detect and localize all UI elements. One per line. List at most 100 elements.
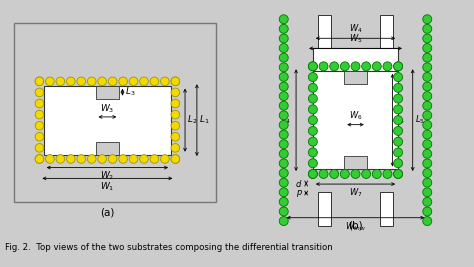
Circle shape <box>372 170 381 178</box>
Circle shape <box>35 155 44 163</box>
Circle shape <box>171 77 180 86</box>
Circle shape <box>351 62 360 71</box>
Circle shape <box>423 24 432 33</box>
Circle shape <box>309 127 318 135</box>
Circle shape <box>279 217 288 226</box>
Circle shape <box>171 99 180 108</box>
Circle shape <box>383 170 392 178</box>
Circle shape <box>423 63 432 72</box>
Bar <box>96 86 119 99</box>
Circle shape <box>279 207 288 216</box>
Circle shape <box>423 149 432 158</box>
Circle shape <box>423 130 432 139</box>
Circle shape <box>423 72 432 81</box>
Circle shape <box>423 82 432 91</box>
Circle shape <box>393 83 402 92</box>
Circle shape <box>77 155 86 163</box>
Text: $L_1$: $L_1$ <box>199 114 210 126</box>
Circle shape <box>109 155 117 163</box>
Circle shape <box>35 121 44 130</box>
Circle shape <box>393 170 402 178</box>
Circle shape <box>98 77 107 86</box>
Circle shape <box>77 77 86 86</box>
Circle shape <box>171 144 180 152</box>
Circle shape <box>279 101 288 110</box>
Circle shape <box>35 88 44 97</box>
Circle shape <box>35 132 44 141</box>
Circle shape <box>309 94 318 103</box>
Circle shape <box>35 77 44 86</box>
Circle shape <box>393 127 402 135</box>
Circle shape <box>279 24 288 33</box>
Circle shape <box>279 159 288 168</box>
Text: $W_4$: $W_4$ <box>349 22 362 35</box>
Text: $W_1$: $W_1$ <box>100 180 115 193</box>
Circle shape <box>279 63 288 72</box>
Circle shape <box>279 120 288 129</box>
Text: $W_{thw}$: $W_{thw}$ <box>345 221 366 233</box>
Circle shape <box>150 155 159 163</box>
Circle shape <box>109 77 117 86</box>
Circle shape <box>35 155 44 163</box>
Text: $L_6$: $L_6$ <box>395 114 405 126</box>
Circle shape <box>171 132 180 141</box>
Circle shape <box>393 105 402 114</box>
Circle shape <box>309 148 318 157</box>
Circle shape <box>150 77 159 86</box>
Circle shape <box>279 168 288 178</box>
Circle shape <box>35 110 44 119</box>
Circle shape <box>319 170 328 178</box>
Circle shape <box>279 111 288 120</box>
Circle shape <box>279 130 288 139</box>
Circle shape <box>140 155 148 163</box>
Circle shape <box>423 178 432 187</box>
Circle shape <box>87 155 96 163</box>
Circle shape <box>393 170 402 178</box>
Circle shape <box>56 155 64 163</box>
Circle shape <box>171 155 180 163</box>
Circle shape <box>423 217 432 226</box>
Circle shape <box>340 170 349 178</box>
Bar <box>344 71 367 84</box>
Circle shape <box>35 144 44 152</box>
Circle shape <box>393 148 402 157</box>
Circle shape <box>423 44 432 53</box>
Circle shape <box>171 155 180 163</box>
Circle shape <box>129 77 138 86</box>
Circle shape <box>309 73 318 82</box>
Text: $W_5$: $W_5$ <box>349 33 362 45</box>
Circle shape <box>423 101 432 110</box>
Circle shape <box>171 110 180 119</box>
Text: $W_2$: $W_2$ <box>100 170 115 182</box>
Circle shape <box>279 53 288 62</box>
Circle shape <box>340 62 349 71</box>
Circle shape <box>171 121 180 130</box>
Bar <box>96 142 119 155</box>
Bar <box>313 48 398 71</box>
Circle shape <box>129 155 138 163</box>
Circle shape <box>161 155 169 163</box>
Circle shape <box>309 137 318 146</box>
Circle shape <box>393 73 402 82</box>
Circle shape <box>66 155 75 163</box>
Circle shape <box>279 92 288 101</box>
Circle shape <box>119 155 128 163</box>
Circle shape <box>279 140 288 149</box>
Circle shape <box>279 15 288 24</box>
Circle shape <box>393 94 402 103</box>
Circle shape <box>393 62 402 71</box>
Bar <box>319 192 331 226</box>
Circle shape <box>279 188 288 197</box>
Circle shape <box>309 105 318 114</box>
Circle shape <box>309 62 318 71</box>
Text: (a): (a) <box>100 208 115 218</box>
Circle shape <box>309 116 318 125</box>
Circle shape <box>393 62 402 71</box>
Circle shape <box>423 120 432 129</box>
Circle shape <box>35 77 44 86</box>
Text: $W_3$: $W_3$ <box>100 102 115 115</box>
Circle shape <box>171 77 180 86</box>
Text: $W_7$: $W_7$ <box>349 187 362 199</box>
Bar <box>44 86 171 155</box>
Circle shape <box>319 62 328 71</box>
